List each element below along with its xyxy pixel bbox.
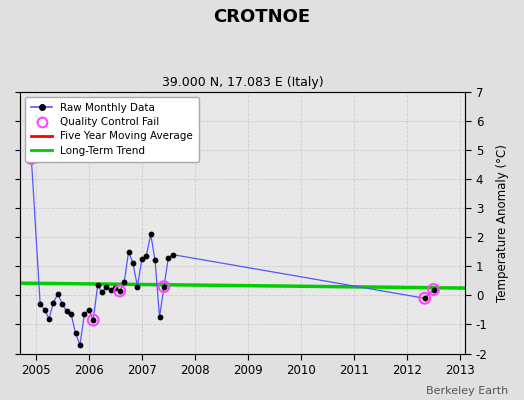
Point — [49, 300, 58, 306]
Point — [71, 330, 80, 336]
Point — [98, 289, 106, 296]
Point — [155, 314, 163, 320]
Point — [420, 295, 429, 302]
Point — [147, 231, 155, 238]
Point — [124, 248, 133, 255]
Point — [160, 284, 168, 290]
Point — [160, 284, 168, 290]
Legend: Raw Monthly Data, Quality Control Fail, Five Year Moving Average, Long-Term Tren: Raw Monthly Data, Quality Control Fail, … — [25, 97, 200, 162]
Point — [27, 155, 36, 162]
Point — [169, 251, 177, 258]
Point — [111, 285, 119, 291]
Point — [102, 284, 111, 290]
Point — [45, 316, 53, 322]
Point — [115, 288, 124, 294]
Point — [142, 253, 150, 259]
Point — [80, 311, 89, 318]
Text: CROTNOE: CROTNOE — [213, 8, 311, 26]
Title: 39.000 N, 17.083 E (Italy): 39.000 N, 17.083 E (Italy) — [162, 76, 323, 89]
Point — [164, 254, 172, 261]
Point — [84, 307, 93, 313]
Point — [120, 279, 128, 286]
Point — [40, 307, 49, 313]
Point — [115, 288, 124, 294]
Point — [62, 308, 71, 314]
Point — [420, 295, 429, 302]
Point — [429, 286, 438, 293]
Point — [133, 284, 141, 290]
Point — [89, 317, 97, 323]
Point — [27, 155, 36, 162]
Point — [138, 256, 146, 262]
Point — [67, 311, 75, 318]
Point — [107, 286, 115, 293]
Y-axis label: Temperature Anomaly (°C): Temperature Anomaly (°C) — [496, 144, 509, 302]
Text: Berkeley Earth: Berkeley Earth — [426, 386, 508, 396]
Point — [429, 286, 438, 293]
Point — [36, 301, 45, 307]
Point — [53, 291, 62, 297]
Point — [58, 301, 67, 307]
Point — [151, 257, 159, 264]
Point — [93, 282, 102, 288]
Point — [129, 260, 137, 266]
Point — [89, 317, 97, 323]
Point — [76, 342, 84, 348]
